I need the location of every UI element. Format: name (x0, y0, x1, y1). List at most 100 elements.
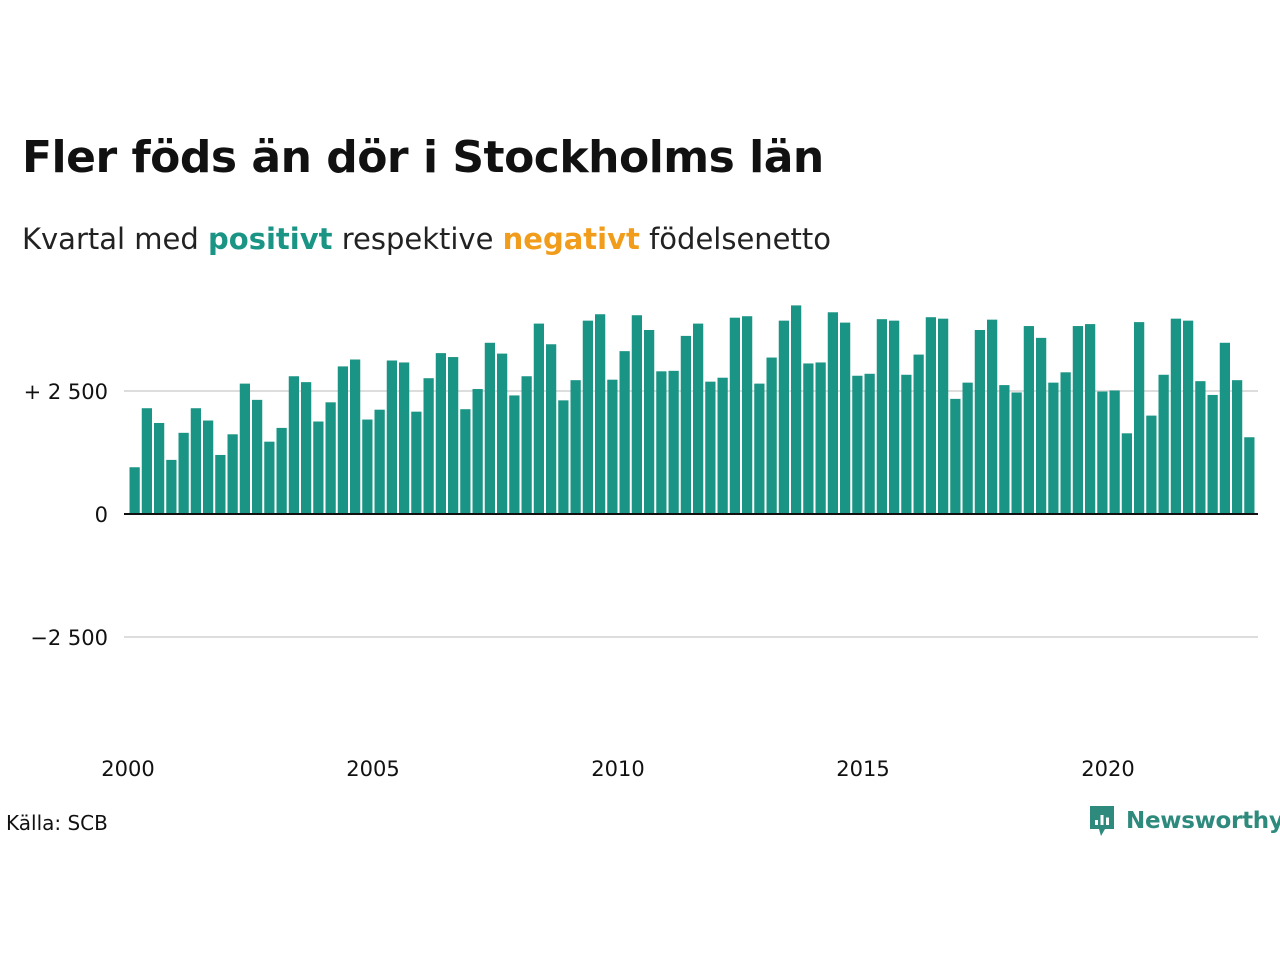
bar (766, 357, 777, 514)
bar (276, 427, 287, 514)
bar (1232, 380, 1243, 514)
bar (1183, 320, 1194, 514)
bar (1244, 437, 1255, 514)
bar (288, 376, 299, 514)
source-note: Källa: SCB (6, 811, 108, 835)
bar (190, 408, 201, 514)
x-tick-label: 2020 (1081, 757, 1134, 781)
bar (1134, 322, 1145, 514)
bar (1036, 337, 1047, 514)
bar (178, 432, 189, 514)
chart-subtitle: Kvartal med positivt respektive negativt… (22, 222, 831, 256)
bar (680, 335, 691, 514)
bar (717, 377, 728, 514)
bar (1109, 390, 1120, 514)
bar (448, 357, 459, 514)
bar (705, 381, 716, 514)
bar (595, 314, 606, 514)
bar (693, 323, 704, 514)
bar-chart: + 2 500 0 −2 500 2000 2005 2010 2015 2020 (24, 305, 1258, 781)
bar (570, 380, 581, 514)
bar (1048, 382, 1059, 514)
subtitle-prefix: Kvartal med (22, 222, 209, 256)
bar (497, 353, 508, 514)
bar (350, 359, 361, 514)
bar (509, 395, 520, 514)
bar (999, 385, 1010, 514)
bar (742, 316, 753, 514)
bar (1170, 318, 1181, 514)
subtitle-suffix: födelsenetto (639, 222, 831, 256)
bar (252, 399, 263, 514)
bar (729, 317, 740, 514)
bar (778, 320, 789, 514)
bar (1097, 391, 1108, 514)
bar (791, 305, 802, 514)
x-tick-label: 2000 (101, 757, 154, 781)
bar (913, 354, 924, 514)
subtitle-negative-word: negativt (502, 222, 640, 256)
bar (154, 422, 165, 514)
bar (264, 441, 275, 514)
bar (1011, 392, 1022, 514)
subtitle-middle: respektive (332, 222, 503, 256)
chart-title: Fler föds än dör i Stockholms län (22, 132, 824, 183)
bar (546, 344, 557, 514)
bar (901, 374, 912, 514)
bar (987, 319, 998, 514)
x-tick-label: 2015 (836, 757, 889, 781)
bar (840, 322, 851, 514)
bar (644, 329, 655, 514)
bar (337, 366, 348, 514)
bar (607, 379, 618, 514)
bar (484, 342, 495, 514)
bar (215, 454, 226, 514)
bar (656, 371, 667, 514)
bar (1207, 394, 1218, 514)
bar (558, 400, 569, 514)
bar (1195, 381, 1206, 514)
y-tick-label: + 2 500 (24, 380, 108, 404)
bar (582, 320, 593, 514)
bar (876, 319, 887, 514)
bar (754, 383, 765, 514)
bar (141, 408, 152, 514)
bar (362, 419, 373, 514)
newsworthy-logo-icon (1090, 806, 1114, 836)
bar (227, 434, 238, 514)
bar (533, 323, 544, 514)
bar (129, 467, 140, 514)
bar (619, 351, 630, 514)
newsworthy-brand-text: Newsworthy (1126, 808, 1280, 834)
x-tick-label: 2010 (591, 757, 644, 781)
bar (374, 409, 385, 514)
bar (852, 375, 863, 514)
bar (1121, 433, 1132, 514)
bar (938, 318, 949, 514)
y-tick-label: 0 (95, 503, 108, 527)
bar (950, 398, 961, 514)
bar (399, 362, 410, 514)
bar (925, 317, 936, 514)
newsworthy-logo: Newsworthy (1088, 804, 1280, 838)
bar (460, 409, 471, 514)
bar (1158, 374, 1169, 514)
bar (815, 362, 826, 514)
bar (313, 421, 324, 514)
bar (239, 383, 250, 514)
bar (203, 420, 214, 514)
bar (423, 378, 434, 514)
bar (1023, 326, 1034, 514)
bar (1085, 324, 1096, 514)
bar (1060, 372, 1071, 514)
bar (386, 360, 397, 514)
bar (803, 363, 814, 514)
bar (435, 353, 446, 514)
subtitle-positive-word: positivt (208, 222, 333, 256)
bar (974, 329, 985, 514)
bar (631, 315, 642, 514)
bar (472, 389, 483, 514)
x-tick-label: 2005 (346, 757, 399, 781)
bar (827, 312, 838, 514)
bar (889, 320, 900, 514)
